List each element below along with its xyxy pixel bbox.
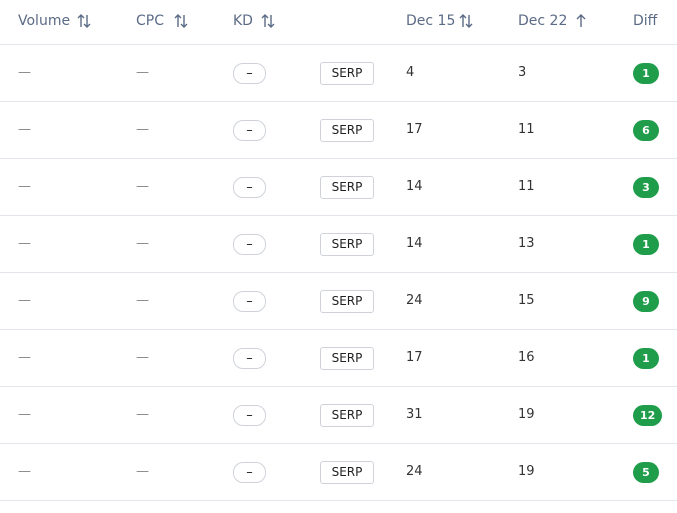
dec22-cell: 16 — [518, 350, 535, 365]
volume-cell: — — [18, 350, 31, 365]
table-row[interactable]: — — – SERP 14 13 1 — [0, 216, 677, 273]
cpc-cell: — — [136, 65, 149, 80]
diff-badge: 1 — [633, 63, 659, 84]
dec22-cell: 15 — [518, 293, 535, 308]
dec15-cell: 17 — [406, 122, 423, 137]
dec15-cell: 14 — [406, 236, 423, 251]
serp-button[interactable]: SERP — [320, 233, 374, 256]
column-header[interactable]: Volume — [18, 13, 71, 29]
kd-pill: – — [233, 120, 266, 141]
table-row[interactable]: — — – SERP 24 15 9 — [0, 273, 677, 330]
serp-button[interactable]: SERP — [320, 404, 374, 427]
dec22-cell: 11 — [518, 179, 535, 194]
column-header[interactable]: Dec 22 — [518, 13, 568, 29]
kd-pill: – — [233, 291, 266, 312]
kd-pill: – — [233, 63, 266, 84]
table-header: Volume CPC KD Dec 15 Dec 22 Diff — [0, 0, 677, 45]
serp-button[interactable]: SERP — [320, 461, 374, 484]
cpc-cell: — — [136, 464, 149, 479]
table-row[interactable]: — — – SERP 31 19 12 — [0, 387, 677, 444]
serp-button[interactable]: SERP — [320, 347, 374, 370]
diff-badge: 9 — [633, 291, 659, 312]
diff-badge: 1 — [633, 348, 659, 369]
diff-badge: 6 — [633, 120, 659, 141]
serp-button[interactable]: SERP — [320, 176, 374, 199]
dec15-cell: 31 — [406, 407, 423, 422]
dec22-cell: 19 — [518, 407, 535, 422]
cpc-cell: — — [136, 122, 149, 137]
dec15-cell: 24 — [406, 293, 423, 308]
column-header[interactable]: KD — [233, 13, 253, 29]
column-header[interactable]: CPC — [136, 13, 164, 29]
sort-icon[interactable] — [573, 13, 589, 29]
sort-icon[interactable] — [260, 13, 276, 29]
column-header[interactable]: Diff — [633, 13, 658, 29]
volume-cell: — — [18, 293, 31, 308]
diff-badge: 1 — [633, 234, 659, 255]
volume-cell: — — [18, 407, 31, 422]
volume-cell: — — [18, 236, 31, 251]
cpc-cell: — — [136, 350, 149, 365]
dec22-cell: 3 — [518, 65, 527, 80]
diff-badge: 5 — [633, 462, 659, 483]
table-row[interactable]: — — – SERP 14 11 3 — [0, 159, 677, 216]
dec22-cell: 11 — [518, 122, 535, 137]
kd-pill: – — [233, 405, 266, 426]
dec22-cell: 13 — [518, 236, 535, 251]
sort-icon[interactable] — [76, 13, 92, 29]
serp-button[interactable]: SERP — [320, 62, 374, 85]
dec22-cell: 19 — [518, 464, 535, 479]
kd-pill: – — [233, 348, 266, 369]
volume-cell: — — [18, 65, 31, 80]
dec15-cell: 17 — [406, 350, 423, 365]
cpc-cell: — — [136, 293, 149, 308]
dec15-cell: 4 — [406, 65, 415, 80]
volume-cell: — — [18, 122, 31, 137]
volume-cell: — — [18, 179, 31, 194]
table-row[interactable]: — — – SERP 17 11 6 — [0, 102, 677, 159]
table-row[interactable]: — — – SERP 4 3 1 — [0, 45, 677, 102]
cpc-cell: — — [136, 236, 149, 251]
sort-icon[interactable] — [173, 13, 189, 29]
table-row[interactable]: — — – SERP 17 16 1 — [0, 330, 677, 387]
cpc-cell: — — [136, 179, 149, 194]
diff-badge: 3 — [633, 177, 659, 198]
kd-pill: – — [233, 462, 266, 483]
sort-icon[interactable] — [458, 13, 474, 29]
table-row[interactable]: — — – SERP 24 19 5 — [0, 444, 677, 501]
serp-button[interactable]: SERP — [320, 290, 374, 313]
dec15-cell: 24 — [406, 464, 423, 479]
dec15-cell: 14 — [406, 179, 423, 194]
diff-badge: 12 — [633, 405, 663, 426]
cpc-cell: — — [136, 407, 149, 422]
volume-cell: — — [18, 464, 31, 479]
kd-pill: – — [233, 177, 266, 198]
kd-pill: – — [233, 234, 266, 255]
column-header[interactable]: Dec 15 — [406, 13, 456, 29]
serp-button[interactable]: SERP — [320, 119, 374, 142]
